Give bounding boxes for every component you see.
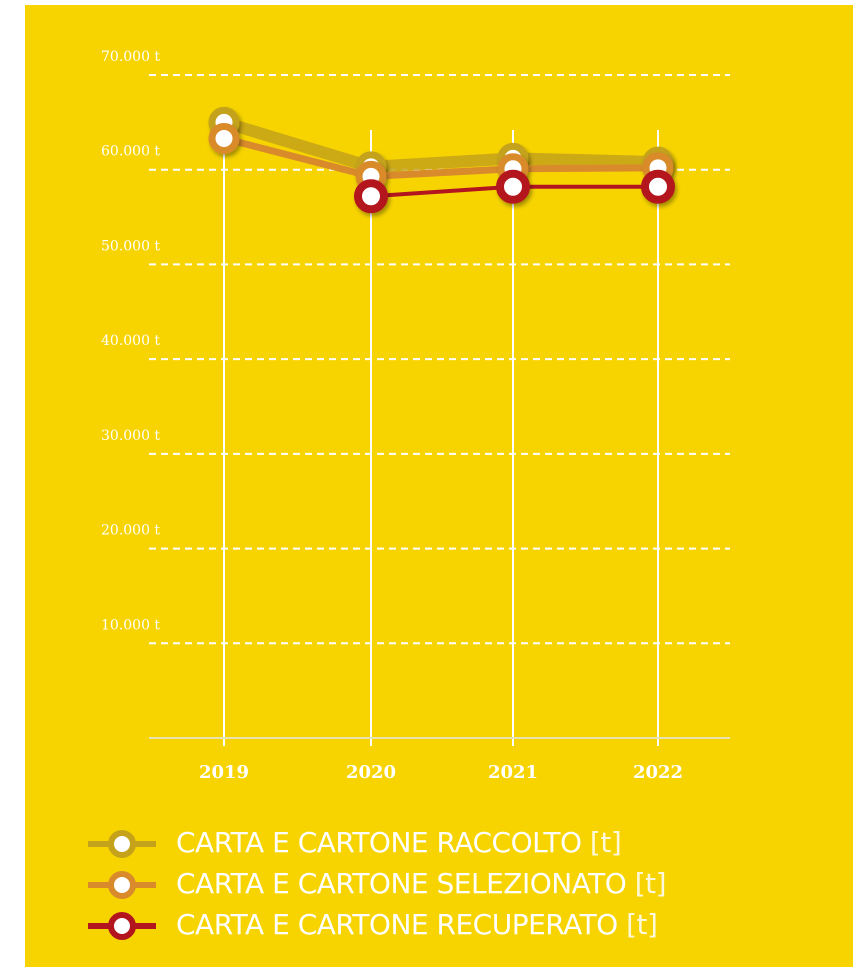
data-point-recuperato xyxy=(354,179,388,214)
series-line-raccolto xyxy=(222,116,659,173)
legend-unit-recuperato: [t] xyxy=(626,908,658,941)
legend-swatch-recuperato xyxy=(88,912,156,940)
series-line-selezionato xyxy=(223,135,659,180)
y-tick-label: 10.000 t xyxy=(101,617,160,633)
legend-unit-selezionato: [t] xyxy=(634,867,667,900)
legend-label-selezionato: CARTA E CARTONE SELEZIONATO xyxy=(176,867,627,900)
x-tick-label: 2021 xyxy=(488,762,538,783)
x-tick-label: 2020 xyxy=(346,762,396,783)
y-tick-label: 50.000 t xyxy=(101,238,160,254)
legend-label-recuperato: CARTA E CARTONE RECUPERATO xyxy=(176,908,618,941)
data-point-recuperato xyxy=(641,169,675,204)
data-point-recuperato xyxy=(496,169,530,204)
x-tick-label: 2022 xyxy=(633,762,683,783)
legend-swatch-selezionato xyxy=(88,871,156,899)
y-tick-label: 70.000 t xyxy=(101,49,160,65)
y-tick-label: 40.000 t xyxy=(101,333,160,349)
legend-swatch-raccolto xyxy=(88,830,156,858)
x-gridlines xyxy=(223,130,659,746)
y-tick-label: 20.000 t xyxy=(101,523,160,539)
y-tick-label: 60.000 t xyxy=(101,144,160,160)
x-tick-label: 2019 xyxy=(199,762,249,783)
y-axis-labels: 70.000 t 60.000 t 50.000 t 40.000 t 30.000 t… xyxy=(101,49,160,633)
data-point-selezionato xyxy=(208,122,240,154)
legend-label-raccolto: CARTA E CARTONE RACCOLTO xyxy=(176,826,582,859)
y-tick-label: 30.000 t xyxy=(101,428,160,444)
x-axis-labels: 2019 2020 2021 2022 xyxy=(199,762,683,783)
legend-unit-raccolto: [t] xyxy=(589,826,622,859)
series-group xyxy=(208,106,675,214)
